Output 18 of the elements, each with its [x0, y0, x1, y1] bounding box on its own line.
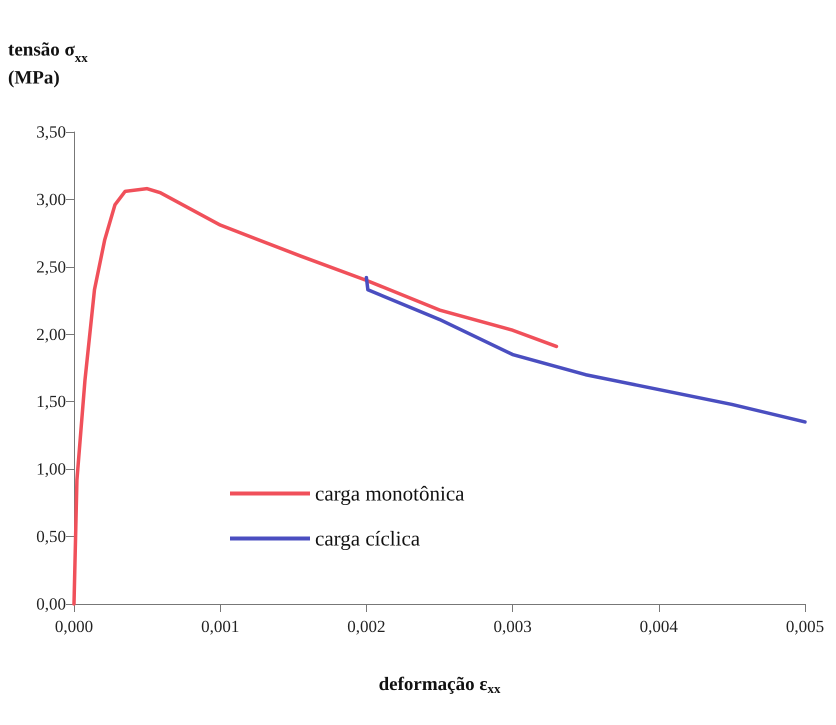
y-tick-label: 1,00	[36, 460, 66, 479]
y-tick-label: 2,00	[36, 324, 66, 344]
y-tick-label: 0,00	[36, 594, 66, 614]
y-tick-label: 0,50	[36, 527, 66, 546]
y-tick-label: 1,50	[36, 392, 66, 412]
x-tick-label: 0,002	[347, 617, 386, 636]
x-tick-label: 0,003	[493, 617, 532, 636]
x-tick-label: 0,001	[201, 617, 240, 636]
x-tick-label: 0,000	[54, 617, 94, 636]
y-tick-label: 3,00	[36, 190, 66, 209]
x-tick-label: 0,005	[786, 617, 824, 636]
legend-label: carga monotônica	[315, 482, 466, 506]
line-series	[364, 276, 807, 424]
y-tick-label: 3,50	[36, 122, 66, 142]
x-tick-label: 0,004	[640, 617, 678, 636]
y-tick-label: 2,50	[36, 257, 66, 276]
line-series	[72, 186, 558, 606]
legend-label: carga cíclica	[315, 526, 421, 550]
